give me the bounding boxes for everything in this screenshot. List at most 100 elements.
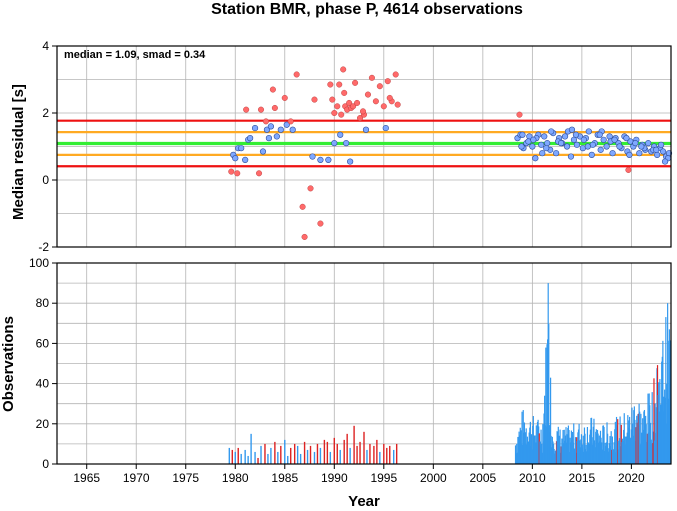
observation-bar xyxy=(237,447,239,464)
inlier-point xyxy=(247,135,254,142)
observation-bar xyxy=(607,433,609,464)
outlier-point xyxy=(281,94,288,101)
inlier-point xyxy=(530,136,537,143)
outlier-point xyxy=(394,101,401,108)
observation-bar xyxy=(257,457,259,464)
observation-bar xyxy=(586,426,589,464)
inlier-point xyxy=(561,133,569,140)
inlier-point xyxy=(580,136,587,143)
inlier-point xyxy=(541,133,548,140)
inlier-point xyxy=(331,140,338,147)
inlier-point xyxy=(309,153,316,160)
observation-bar xyxy=(309,445,312,464)
inlier-point xyxy=(519,131,526,138)
inlier-point xyxy=(242,156,249,163)
inlier-point xyxy=(611,136,618,143)
inlier-point xyxy=(548,128,555,135)
outlier-point xyxy=(334,103,341,110)
residual-panel: -2 0 2 4 median = 1.09, smad = 0.34 Median … xyxy=(10,39,673,254)
inlier-point xyxy=(585,128,592,135)
x-tick-label: 1965 xyxy=(73,471,100,485)
observation-bar xyxy=(639,411,641,464)
observation-bar xyxy=(619,416,621,464)
outlier-point xyxy=(338,111,345,118)
observation-bar xyxy=(568,429,570,464)
observation-bar xyxy=(659,379,661,464)
observation-bar xyxy=(356,445,358,464)
residual-plot-frame xyxy=(56,45,672,248)
inlier-point xyxy=(600,136,607,143)
inlier-point xyxy=(654,151,661,158)
y-tick-label: 4 xyxy=(42,39,49,53)
inlier-point xyxy=(603,143,610,150)
outlier-point xyxy=(293,71,300,78)
inlier-point xyxy=(382,124,389,132)
inlier-point xyxy=(325,156,332,163)
inlier-point xyxy=(529,143,536,150)
inlier-point xyxy=(337,131,344,138)
outlier-point xyxy=(234,170,241,177)
inlier-point xyxy=(251,124,259,132)
outlier-point xyxy=(386,94,393,101)
observation-bar xyxy=(363,431,365,464)
inlier-point xyxy=(544,140,551,147)
inlier-point xyxy=(259,148,267,155)
x-tick-label: 1990 xyxy=(321,471,348,485)
observation-bar xyxy=(366,449,368,464)
outlier-point xyxy=(516,111,523,118)
observation-bar xyxy=(234,451,236,464)
observation-bar xyxy=(336,443,338,464)
x-tick-label: 2005 xyxy=(469,471,496,485)
outlier-point xyxy=(392,71,399,78)
inlier-point xyxy=(636,150,643,157)
inlier-point xyxy=(597,146,604,153)
observation-bar xyxy=(319,447,322,464)
inlier-point xyxy=(543,145,550,152)
observation-bar xyxy=(280,445,282,464)
x-tick-label: 1975 xyxy=(172,471,199,485)
inlier-point xyxy=(623,135,630,142)
inlier-point xyxy=(659,148,667,155)
outlier-point xyxy=(360,108,367,115)
observation-bar xyxy=(250,433,252,464)
observation-bar xyxy=(290,447,292,464)
observation-bar xyxy=(640,413,642,464)
y-tick-label: 0 xyxy=(42,457,49,471)
outlier-point xyxy=(307,185,314,192)
observation-bar xyxy=(270,447,272,464)
outlier-point xyxy=(368,74,375,81)
observation-bar xyxy=(389,445,391,464)
observation-bar xyxy=(306,449,309,464)
inlier-point xyxy=(277,126,284,133)
observation-bar xyxy=(393,449,395,464)
inlier-point xyxy=(347,158,354,165)
inlier-point xyxy=(661,158,669,165)
inlier-point xyxy=(518,143,525,150)
observation-bar xyxy=(383,443,385,464)
observation-bar xyxy=(559,429,561,464)
outlier-point xyxy=(352,79,359,86)
observation-bar xyxy=(274,441,276,464)
inlier-point xyxy=(343,140,350,147)
inlier-point xyxy=(588,151,595,158)
observation-bar xyxy=(353,425,355,464)
observation-bar xyxy=(296,445,299,464)
inlier-point xyxy=(273,133,280,140)
inlier-point xyxy=(606,133,613,140)
outlier-point xyxy=(372,98,379,105)
inlier-point xyxy=(553,150,560,157)
outlier-point xyxy=(331,109,338,116)
observation-bar xyxy=(316,443,319,464)
outlier-point xyxy=(340,66,347,73)
x-axis-label: Year xyxy=(348,493,380,510)
observation-bar xyxy=(373,445,375,464)
observation-bar xyxy=(376,439,378,464)
observation-bar xyxy=(521,411,523,464)
inlier-point xyxy=(538,141,545,148)
observation-bar xyxy=(395,443,398,464)
inlier-point xyxy=(584,143,591,150)
inlier-point xyxy=(572,131,580,138)
observation-bar xyxy=(582,435,584,464)
outlier-point xyxy=(271,104,278,111)
